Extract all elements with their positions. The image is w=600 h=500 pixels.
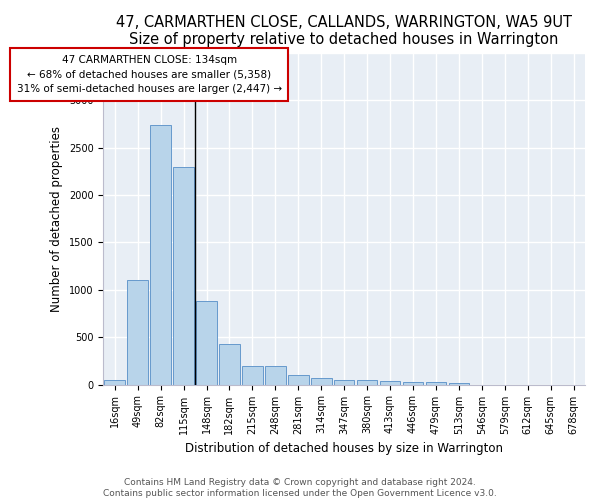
Bar: [127, 280, 148, 384]
Bar: [357, 380, 377, 384]
Text: Contains HM Land Registry data © Crown copyright and database right 2024.
Contai: Contains HM Land Registry data © Crown c…: [103, 478, 497, 498]
X-axis label: Distribution of detached houses by size in Warrington: Distribution of detached houses by size …: [185, 442, 503, 455]
Bar: [196, 301, 217, 384]
Text: 47 CARMARTHEN CLOSE: 134sqm
← 68% of detached houses are smaller (5,358)
31% of : 47 CARMARTHEN CLOSE: 134sqm ← 68% of det…: [17, 54, 282, 94]
Bar: [425, 382, 446, 384]
Bar: [311, 378, 332, 384]
Bar: [242, 366, 263, 384]
Title: 47, CARMARTHEN CLOSE, CALLANDS, WARRINGTON, WA5 9UT
Size of property relative to: 47, CARMARTHEN CLOSE, CALLANDS, WARRINGT…: [116, 15, 572, 48]
Bar: [334, 380, 355, 384]
Bar: [449, 382, 469, 384]
Bar: [288, 375, 308, 384]
Bar: [151, 125, 171, 384]
Bar: [403, 382, 423, 384]
Y-axis label: Number of detached properties: Number of detached properties: [50, 126, 63, 312]
Bar: [265, 366, 286, 384]
Bar: [219, 344, 240, 385]
Bar: [104, 380, 125, 384]
Bar: [173, 166, 194, 384]
Bar: [380, 382, 400, 384]
